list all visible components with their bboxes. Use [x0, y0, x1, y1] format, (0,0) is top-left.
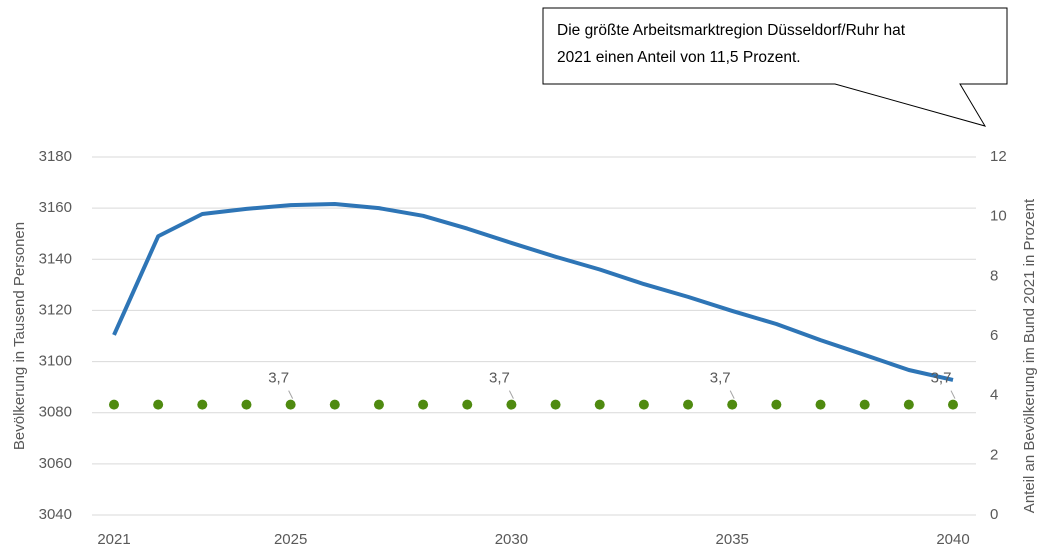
data-label: 3,7 — [268, 370, 289, 387]
y-axis-title: Bevölkerung in Tausend Personen — [11, 222, 28, 450]
y-tick-label: 3060 — [39, 455, 72, 472]
annotation: Die größte Arbeitsmarktregion Düsseldorf… — [557, 22, 906, 39]
annotation: 2021 einen Anteil von 11,5 Prozent. — [557, 49, 801, 66]
data-label: 3,7 — [489, 370, 510, 387]
point — [550, 399, 561, 410]
x-tick-label: 2021 — [97, 531, 130, 548]
point — [903, 399, 914, 410]
point — [462, 399, 473, 410]
x-tick-label: 2025 — [274, 531, 307, 548]
point — [109, 399, 119, 410]
point — [683, 399, 694, 410]
leader-line — [950, 390, 956, 399]
point — [771, 399, 782, 410]
point — [859, 399, 870, 410]
point — [815, 399, 826, 410]
point — [506, 399, 517, 410]
y2-tick-label: 4 — [990, 387, 998, 404]
point — [285, 399, 296, 410]
x-tick-label: 2040 — [936, 531, 969, 548]
y-tick-label: 3120 — [39, 301, 72, 318]
y2-tick-label: 6 — [990, 327, 998, 344]
data-label: 3,7 — [710, 370, 731, 387]
point — [594, 399, 605, 410]
point — [329, 399, 340, 410]
data-label: 3,7 — [931, 370, 952, 387]
y2-tick-label: 0 — [990, 506, 998, 523]
point — [197, 399, 208, 410]
y2-tick-label: 2 — [990, 446, 998, 463]
y2-axis-title: Anteil an Bevölkerung im Bund 2021 in Pr… — [1021, 198, 1038, 513]
x-tick-label: 2035 — [716, 531, 749, 548]
leader-line — [729, 390, 735, 399]
callout-box — [542, 7, 1008, 127]
leader-line — [288, 390, 294, 399]
y-tick-label: 3160 — [39, 199, 72, 216]
line — [112, 202, 954, 382]
y-tick-label: 3080 — [39, 404, 72, 421]
y2-tick-label: 8 — [990, 267, 998, 284]
y-tick-label: 3040 — [39, 506, 72, 523]
y-tick-label: 3100 — [39, 353, 72, 370]
y2-tick-label: 12 — [990, 148, 1007, 165]
y2-tick-label: 10 — [990, 208, 1007, 225]
point — [153, 399, 164, 410]
point — [727, 399, 738, 410]
point — [948, 399, 958, 410]
point — [418, 399, 429, 410]
point — [638, 399, 649, 410]
point — [241, 399, 252, 410]
point — [373, 399, 384, 410]
callout: Die größte Arbeitsmarktregion Düsseldorf… — [542, 7, 1008, 127]
y-tick-label: 3180 — [39, 148, 72, 165]
x-tick-label: 2030 — [495, 531, 528, 548]
leader-line — [508, 390, 514, 399]
y-tick-label: 3140 — [39, 250, 72, 267]
